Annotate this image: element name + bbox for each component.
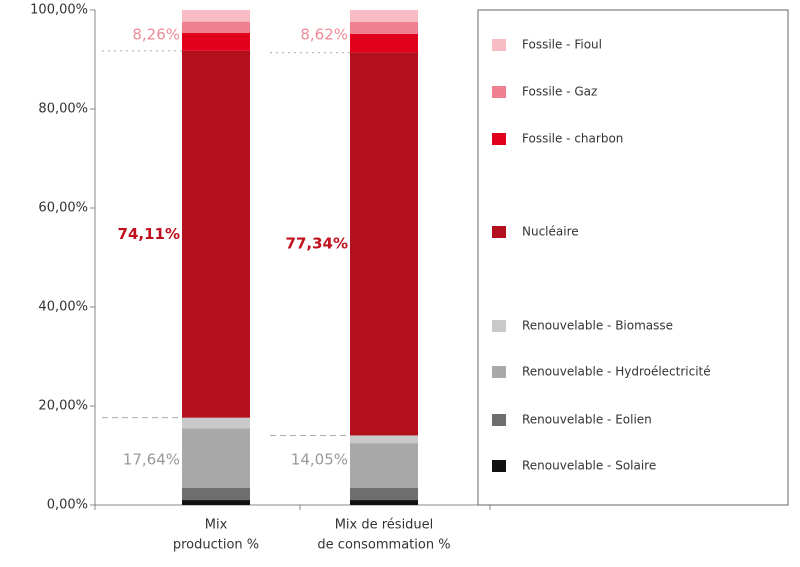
bar-segment xyxy=(182,500,250,505)
legend-label: Renouvelable - Solaire xyxy=(522,459,656,473)
legend-swatch xyxy=(492,39,506,51)
y-tick-label: 80,00% xyxy=(38,102,88,117)
legend-swatch xyxy=(492,414,506,426)
annotation-label: 74,11% xyxy=(118,225,180,243)
annotation-label: 17,64% xyxy=(123,451,180,469)
legend-box xyxy=(477,9,789,506)
x-tick-label: Mix de résiduel xyxy=(335,518,434,533)
bar-segment xyxy=(350,487,418,501)
bar-segment xyxy=(350,500,418,505)
legend-label: Renouvelable - Eolien xyxy=(522,413,652,427)
bar-segment xyxy=(182,417,250,429)
y-tick-label: 100,00% xyxy=(30,3,88,18)
x-tick-label: Mix xyxy=(205,518,228,533)
legend-label: Renouvelable - Hydroélectricité xyxy=(522,365,711,379)
y-tick-label: 20,00% xyxy=(38,399,88,414)
bar-segment xyxy=(350,443,418,488)
bar-segment xyxy=(350,9,418,22)
legend-swatch xyxy=(492,226,506,238)
annotation-label: 14,05% xyxy=(291,451,348,469)
annotation-label: 77,34% xyxy=(286,235,348,253)
y-tick-label: 40,00% xyxy=(38,300,88,315)
legend-swatch xyxy=(492,460,506,472)
legend-label: Fossile - charbon xyxy=(522,132,623,146)
annotation-label: 8,62% xyxy=(300,25,348,43)
bar-segment xyxy=(182,9,250,22)
bar-segment xyxy=(182,50,250,418)
bar-segment xyxy=(350,52,418,436)
x-tick-label: de consommation % xyxy=(317,538,450,553)
annotation-label: 8,26% xyxy=(132,25,180,43)
legend-label: Fossile - Gaz xyxy=(522,85,597,99)
y-tick-label: 0,00% xyxy=(47,498,88,513)
bar-segment xyxy=(182,487,250,501)
legend-label: Nucléaire xyxy=(522,225,579,239)
bar-segment xyxy=(182,33,250,51)
bar-segment xyxy=(350,21,418,34)
bar-segment xyxy=(182,21,250,34)
legend-label: Renouvelable - Biomasse xyxy=(522,319,673,333)
y-tick-label: 60,00% xyxy=(38,201,88,216)
legend-swatch xyxy=(492,366,506,378)
bar-segment xyxy=(350,33,418,53)
legend-swatch xyxy=(492,320,506,332)
legend-swatch xyxy=(492,86,506,98)
bar-segment xyxy=(182,428,250,488)
legend-swatch xyxy=(492,133,506,145)
legend-label: Fossile - Fioul xyxy=(522,38,602,52)
x-tick-label: production % xyxy=(173,538,259,553)
bar-segment xyxy=(350,435,418,444)
